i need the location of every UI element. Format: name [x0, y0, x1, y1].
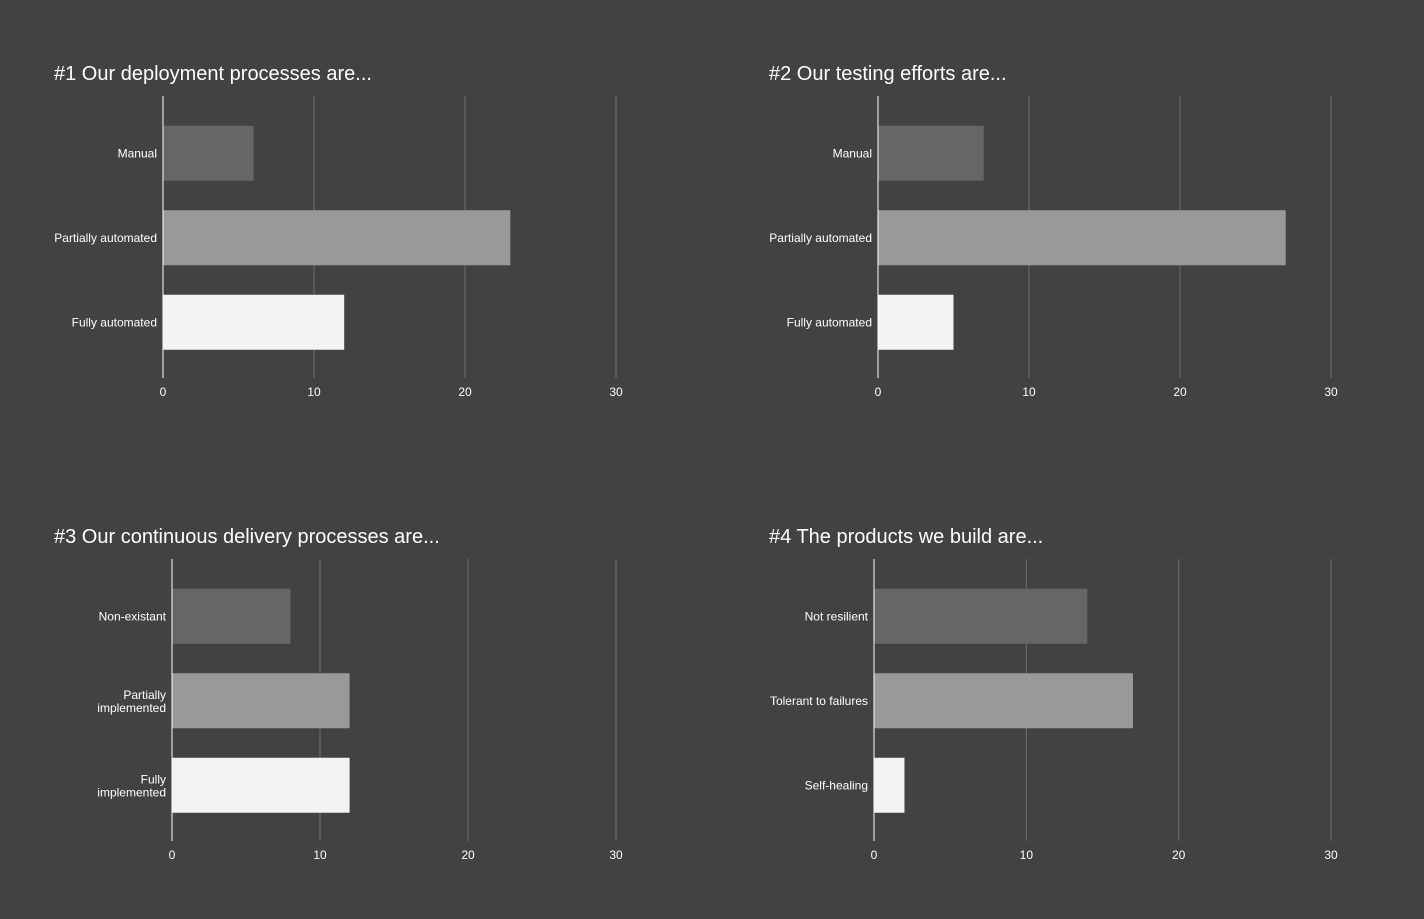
chart-title-3: #3 Our continuous delivery processes are… — [54, 526, 440, 548]
chart-3-plot: Non-existant Partially implemented Fully imp… — [97, 559, 623, 862]
x-tick-label: 30 — [609, 848, 623, 862]
x-tick-label: 10 — [307, 385, 321, 399]
chart-title-4: #4 The products we build are... — [769, 526, 1044, 548]
category-label: Not resilient — [805, 609, 869, 623]
category-label: Fully automated — [787, 315, 872, 329]
bar-partially-automated — [878, 210, 1286, 266]
x-tick-label: 30 — [1324, 385, 1338, 399]
x-tick-label: 10 — [1020, 848, 1034, 862]
category-label: Partially automated — [54, 231, 157, 245]
chart-title-2: #2 Our testing efforts are... — [769, 63, 1007, 85]
bar-partially-implemented — [172, 673, 350, 729]
bar-non-existant — [172, 588, 291, 644]
x-tick-label: 0 — [871, 848, 878, 862]
x-tick-label: 0 — [875, 385, 882, 399]
bar-fully-implemented — [172, 757, 350, 813]
category-label: Non-existant — [99, 609, 167, 623]
chart-1-plot: Manual Partially automated Fully automated… — [54, 96, 623, 399]
bar-manual — [878, 125, 984, 181]
x-tick-label: 30 — [609, 385, 623, 399]
bar-self-healing — [874, 757, 905, 813]
bar-fully-automated — [163, 294, 345, 350]
x-tick-label: 20 — [1173, 385, 1187, 399]
category-label: Manual — [118, 146, 157, 160]
x-tick-label: 30 — [1324, 848, 1338, 862]
x-tick-label: 10 — [1022, 385, 1036, 399]
chart-2-plot: Manual Partially automated Fully automated… — [769, 96, 1338, 399]
bar-partially-automated — [163, 210, 511, 266]
x-tick-label: 0 — [169, 848, 176, 862]
chart-title-1: #1 Our deployment processes are... — [54, 63, 372, 85]
x-tick-label: 20 — [461, 848, 475, 862]
category-label: Fully implemented — [97, 772, 166, 799]
x-tick-label: 0 — [160, 385, 167, 399]
category-label: Manual — [833, 146, 872, 160]
chart-4-plot: Not resilient Tolerant to failures Self-he… — [770, 559, 1338, 862]
bar-manual — [163, 125, 254, 181]
category-label: Partially automated — [769, 231, 872, 245]
category-label: Tolerant to failures — [770, 694, 868, 708]
x-tick-label: 10 — [313, 848, 327, 862]
category-label: Fully automated — [72, 315, 157, 329]
bar-fully-automated — [878, 294, 954, 350]
category-label: Self-healing — [805, 778, 868, 792]
bar-tolerant-to-failures — [874, 673, 1133, 729]
x-tick-label: 20 — [1172, 848, 1186, 862]
category-label: Partially implemented — [97, 688, 166, 715]
x-tick-label: 20 — [458, 385, 472, 399]
bar-not-resilient — [874, 588, 1088, 644]
